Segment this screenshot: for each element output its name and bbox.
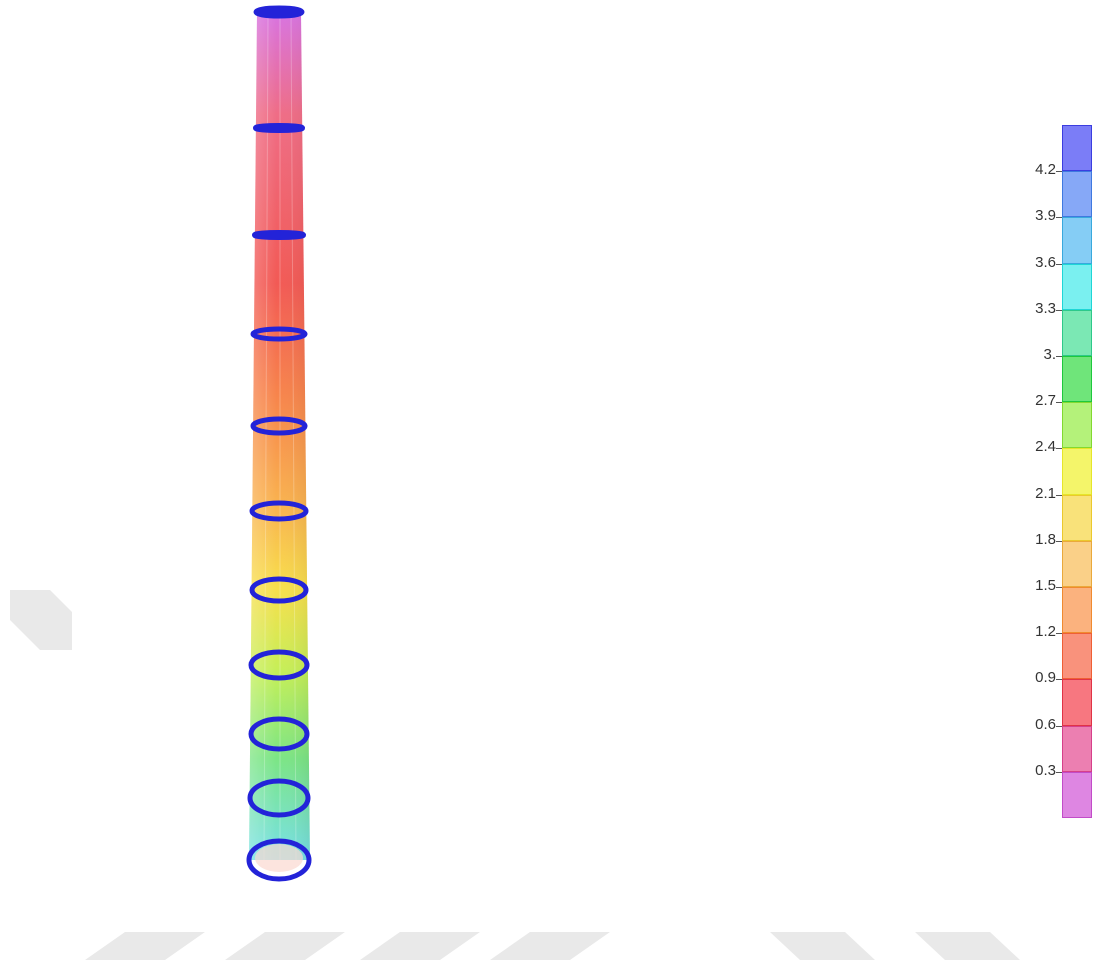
legend-tick [1056,263,1062,265]
legend-swatch [1062,171,1092,218]
legend-swatch [1062,540,1092,587]
legend-swatch [1062,217,1092,264]
legend-label: 3.6 [1035,253,1056,271]
legend-tick [1056,494,1062,496]
legend-label: 1.2 [1035,623,1056,641]
ring [249,500,309,522]
legend-label: 2.4 [1035,438,1056,456]
ring-group [246,5,312,882]
watermark [10,590,1020,960]
legend-tick [1056,217,1062,219]
legend-tick [1056,679,1062,681]
legend-swatch [1062,771,1092,818]
legend-swatch [1062,263,1092,310]
legend-tick [1056,402,1062,404]
legend-tick [1056,540,1062,542]
legend-label: 0.9 [1035,669,1056,687]
legend-swatch [1062,125,1092,172]
legend-label: 0.6 [1035,715,1056,733]
legend-swatch [1062,309,1092,356]
legend-swatch [1062,679,1092,726]
ring [247,778,311,818]
ring [253,123,305,133]
legend-swatch [1062,402,1092,449]
color-legend: 4.2 3.9 3.6 3.3 3. 2.7 2.4 2.1 1.8 1.5 1.2 0.9 0.6 0.… [1000,120,1105,830]
ring [253,5,305,19]
legend-label: 2.1 [1035,484,1056,502]
ring [249,576,309,604]
ring [248,649,310,681]
legend-tick [1056,725,1062,727]
legend-tick [1056,633,1062,635]
legend-swatch [1062,725,1092,772]
ring [248,716,310,752]
legend-label: 2.7 [1035,392,1056,410]
legend-label: 0.3 [1035,761,1056,779]
legend-label: 1.8 [1035,530,1056,548]
ring [246,838,312,882]
legend-label: 1.5 [1035,577,1056,594]
legend-tick [1056,448,1062,450]
legend-swatch [1062,448,1092,495]
legend-swatch [1062,587,1092,634]
legend-label: 3. [1043,346,1056,363]
legend-swatch [1062,494,1092,541]
ring [250,326,308,342]
legend-swatch [1062,633,1092,680]
legend-swatch [1062,356,1092,403]
legend-tick [1056,171,1062,173]
legend-tick [1056,587,1062,588]
ring [250,416,308,436]
legend-tick [1056,771,1062,773]
legend-label: 3.3 [1035,299,1056,317]
legend-tick [1056,309,1062,311]
legend-label: 4.2 [1035,161,1056,179]
legend-label: 3.9 [1035,207,1056,225]
legend-tick [1056,356,1062,357]
ring [252,230,306,240]
